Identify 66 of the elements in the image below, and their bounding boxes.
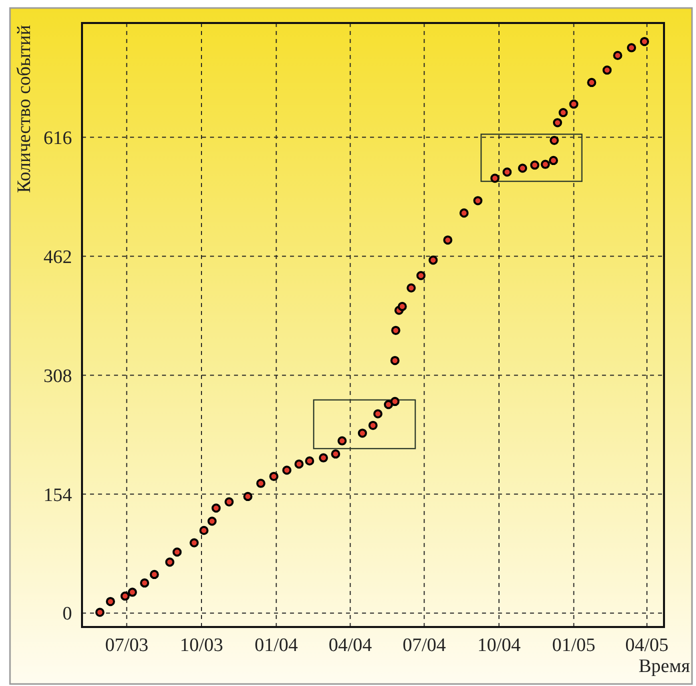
point: [150, 570, 159, 580]
point: [207, 516, 217, 526]
point: [459, 208, 469, 218]
point: [552, 118, 562, 128]
x-axis-title: Время: [638, 656, 690, 677]
point: [338, 436, 347, 446]
point: [140, 578, 150, 588]
point: [640, 36, 650, 46]
point: [373, 409, 382, 418]
point: [390, 396, 400, 406]
point: [172, 548, 182, 557]
point: [256, 478, 266, 488]
point: [602, 66, 612, 75]
point: [398, 302, 407, 312]
point: [95, 608, 104, 617]
point: [269, 472, 278, 481]
point: [199, 526, 208, 536]
point: [224, 497, 234, 506]
point: [473, 196, 482, 206]
y-axis-title: Количество событий: [14, 25, 35, 193]
point: [358, 428, 367, 438]
point: [120, 592, 130, 601]
point: [530, 160, 540, 170]
point: [443, 235, 452, 245]
point: [540, 160, 550, 169]
point: [305, 456, 314, 466]
point: [391, 326, 400, 335]
x-tick-label: 10/03: [180, 635, 224, 656]
point: [428, 256, 438, 265]
x-tick-label: 10/04: [477, 635, 522, 656]
y-tick-label: 616: [44, 128, 72, 149]
point: [558, 108, 568, 118]
point: [613, 50, 622, 60]
point: [518, 164, 528, 173]
x-tick-label: 04/04: [328, 635, 372, 656]
y-tick-label: 308: [44, 366, 72, 387]
point: [390, 356, 400, 366]
x-tick-label: 04/05: [625, 635, 669, 656]
point: [502, 168, 512, 177]
point: [368, 420, 378, 430]
point: [384, 400, 394, 410]
point: [282, 466, 292, 475]
y-tick-label: 0: [62, 604, 72, 625]
point: [318, 453, 328, 462]
point: [165, 558, 174, 567]
y-tick-label: 462: [44, 246, 72, 268]
y-tick-label: 154: [44, 484, 72, 506]
point: [331, 449, 340, 459]
point: [243, 492, 252, 502]
point: [550, 136, 559, 145]
point: [190, 538, 199, 548]
x-tick-label: 07/03: [105, 635, 148, 656]
point: [416, 271, 426, 280]
point: [569, 100, 578, 109]
x-tick-label: 01/05: [552, 635, 596, 656]
point: [106, 596, 116, 606]
point: [490, 174, 500, 183]
point: [587, 78, 596, 88]
point: [212, 503, 221, 513]
point: [294, 459, 304, 469]
x-tick-label: 07/04: [402, 635, 446, 656]
x-tick-label: 01/04: [254, 635, 298, 656]
point: [406, 283, 416, 292]
point: [626, 43, 636, 52]
point: [548, 156, 558, 166]
point: [128, 588, 137, 597]
